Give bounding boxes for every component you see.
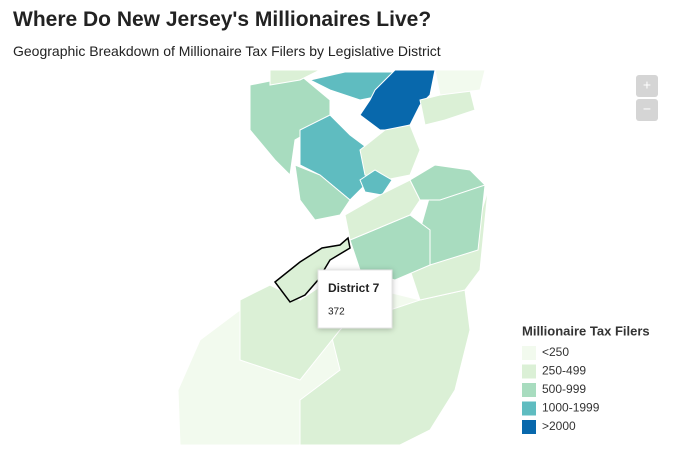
districts [177,69,489,446]
legend-swatch [522,364,536,379]
title: Where Do New Jersey's Millionaires Live? [13,8,432,31]
legend-label: >2000 [542,419,576,433]
legend-swatch [522,346,536,360]
legend-label: 1000-1999 [542,401,600,415]
district[interactable] [434,69,486,96]
zoom-in-label[interactable]: + [643,77,651,93]
district[interactable] [249,74,331,177]
zoom-out-button[interactable] [636,99,658,121]
legend-label: 250-499 [542,364,586,378]
district[interactable] [409,164,486,201]
tooltip-value: 372 [328,307,345,318]
zoom-in-button[interactable] [636,75,658,97]
tooltip-title: District 7 [328,281,380,295]
zoom-out-label[interactable]: − [643,101,651,117]
zoom-controls: + − [636,75,658,121]
legend: <250 250-499 500-999 1000-1999 >2000 [522,345,600,434]
tooltip: District 7 372 [317,269,393,329]
legend-swatch [522,383,536,397]
district[interactable] [294,164,351,221]
tooltip-box [317,269,393,329]
subtitle: Geographic Breakdown of Millionaire Tax … [13,43,441,59]
legend-title: Millionaire Tax Filers [522,323,650,338]
legend-label: 500-999 [542,382,586,396]
legend-label: <250 [542,345,569,359]
legend-swatch [522,401,536,416]
district[interactable] [359,169,393,196]
district[interactable] [359,124,421,181]
district[interactable] [269,69,321,86]
district[interactable] [273,236,351,303]
legend-swatch [522,420,536,434]
